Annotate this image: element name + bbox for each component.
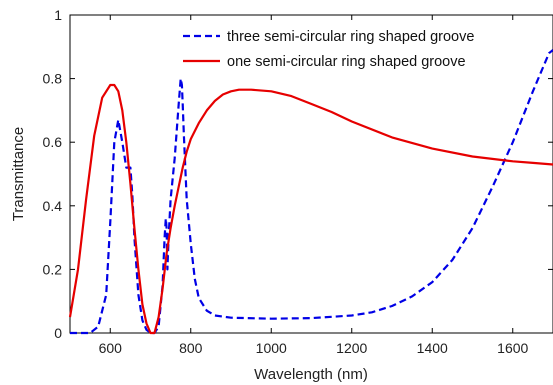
axis-ticks: 600 800 1000 1200 1400 1600 0 0.2 0.4 0.6 0.8 1: [43, 7, 553, 356]
y-tick-label: 0.6: [43, 134, 63, 150]
x-axis-label: Wavelength (nm): [254, 366, 368, 383]
y-tick-label: 0: [54, 325, 62, 341]
x-tick-label: 1400: [417, 340, 448, 356]
legend-label-three-groove: three semi-circular ring shaped groove: [227, 29, 474, 45]
y-tick-label: 0.2: [43, 261, 63, 277]
y-axis-label: Transmittance: [10, 127, 27, 221]
y-tick-label: 1: [54, 7, 62, 23]
x-tick-label: 800: [179, 340, 203, 356]
series-layer: [68, 49, 553, 335]
y-tick-label: 0.4: [43, 198, 63, 214]
legend-label-one-groove: one semi-circular ring shaped groove: [227, 54, 466, 70]
legend: three semi-circular ring shaped groove o…: [183, 29, 474, 70]
series-line-one-groove: [68, 83, 553, 335]
x-tick-label: 1200: [336, 340, 367, 356]
x-tick-label: 600: [99, 340, 123, 356]
x-tick-label: 1600: [497, 340, 528, 356]
y-tick-label: 0.8: [43, 71, 63, 87]
plot-area: [69, 14, 553, 334]
x-tick-label: 1000: [256, 340, 287, 356]
